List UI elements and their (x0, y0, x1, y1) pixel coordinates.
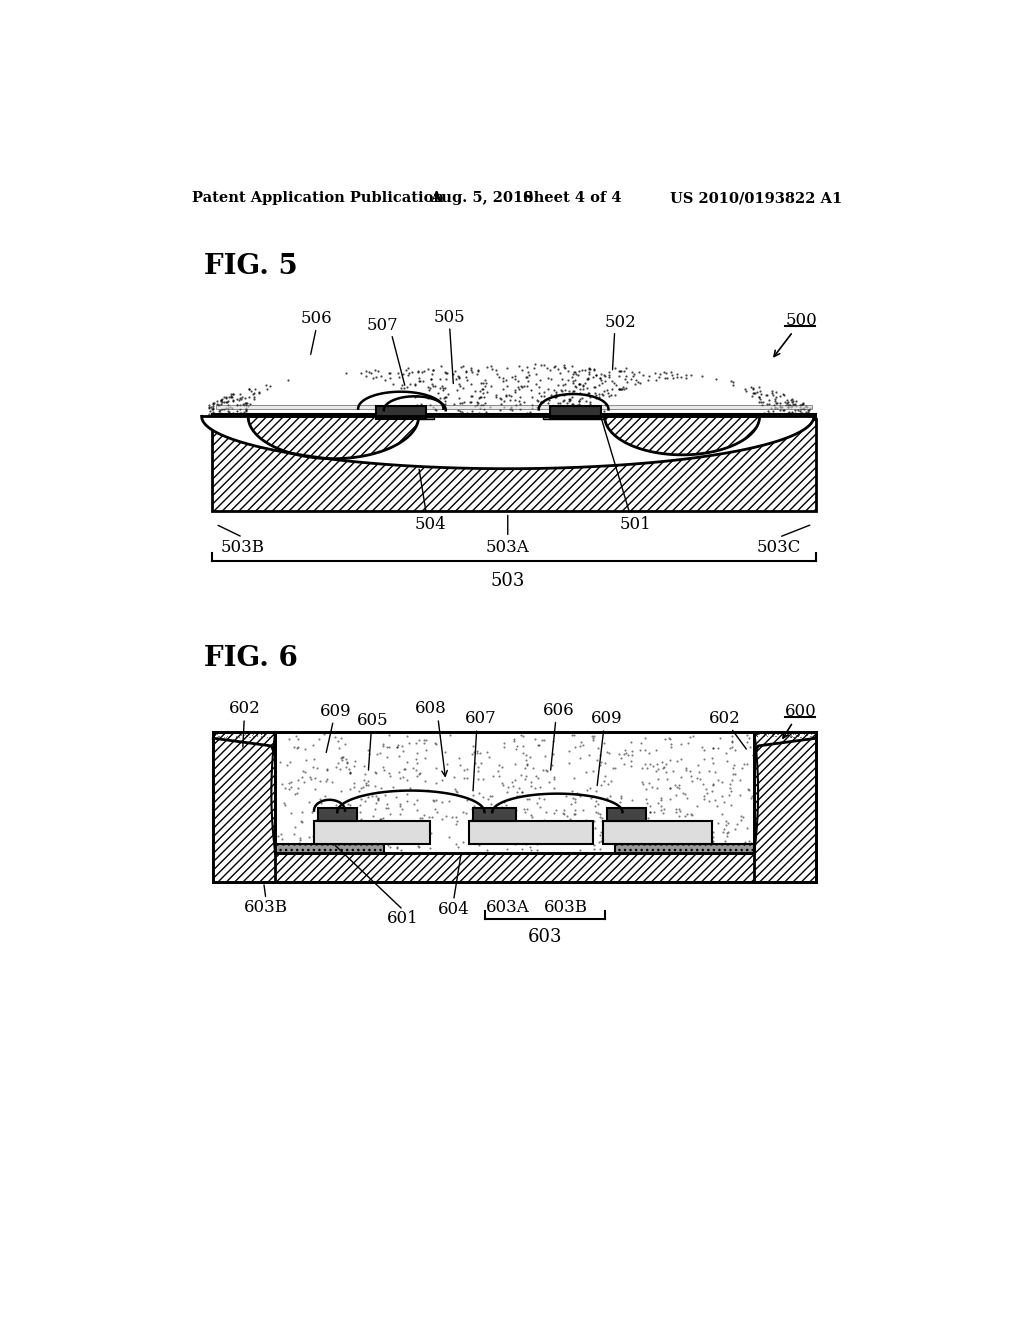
Text: 503: 503 (490, 572, 525, 590)
Text: 506: 506 (300, 310, 332, 327)
Text: FIG. 5: FIG. 5 (204, 252, 298, 280)
Text: 603A: 603A (485, 899, 529, 916)
Bar (275, 843, 384, 853)
Text: 602: 602 (709, 710, 740, 727)
Text: 607: 607 (465, 710, 497, 727)
Bar (755, 733, 816, 882)
Text: 503A: 503A (485, 539, 529, 556)
Bar (543, 416, 608, 420)
Bar (317, 808, 356, 821)
Text: 600: 600 (785, 702, 817, 719)
Text: 503B: 503B (221, 539, 264, 556)
Text: 603B: 603B (244, 899, 288, 916)
Text: 609: 609 (319, 702, 351, 719)
Text: 604: 604 (437, 900, 469, 917)
Bar (607, 808, 646, 821)
Text: 507: 507 (367, 317, 398, 334)
Bar (314, 821, 430, 843)
Polygon shape (202, 416, 814, 469)
Text: 504: 504 (415, 516, 446, 533)
Bar (369, 416, 434, 420)
Text: Patent Application Publication: Patent Application Publication (191, 191, 443, 206)
Text: 603: 603 (527, 928, 562, 946)
Bar (603, 821, 712, 843)
Text: Aug. 5, 2010: Aug. 5, 2010 (430, 191, 534, 206)
Text: Sheet 4 of 4: Sheet 4 of 4 (523, 191, 622, 206)
Bar (212, 418, 816, 511)
Bar (213, 733, 275, 882)
Polygon shape (248, 416, 419, 458)
Bar (275, 733, 755, 853)
Text: 605: 605 (357, 711, 389, 729)
Polygon shape (604, 416, 760, 455)
Text: 505: 505 (434, 309, 466, 326)
Text: 609: 609 (591, 710, 623, 727)
Text: 603B: 603B (544, 899, 588, 916)
Text: 608: 608 (415, 701, 446, 718)
Bar (469, 821, 593, 843)
Text: 602: 602 (228, 701, 260, 718)
Text: 500: 500 (785, 312, 817, 329)
Text: 503C: 503C (757, 539, 801, 556)
Text: 501: 501 (620, 516, 651, 533)
Bar (614, 843, 755, 853)
Bar (213, 853, 816, 882)
Text: FIG. 6: FIG. 6 (204, 645, 298, 672)
Text: 606: 606 (543, 702, 574, 719)
Text: 502: 502 (604, 314, 636, 331)
Text: US 2010/0193822 A1: US 2010/0193822 A1 (671, 191, 843, 206)
Bar (473, 808, 515, 821)
Bar (550, 407, 601, 418)
Bar (376, 407, 426, 418)
Text: 601: 601 (387, 909, 419, 927)
Bar (212, 414, 816, 420)
Bar (216, 405, 812, 409)
